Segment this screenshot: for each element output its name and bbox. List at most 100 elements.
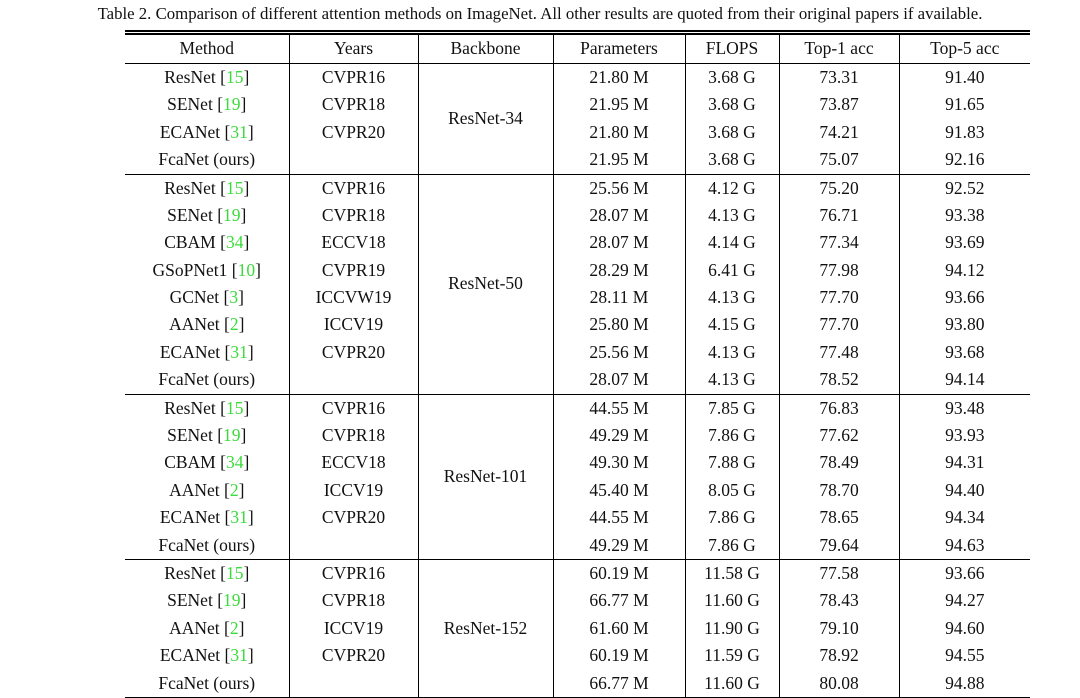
top1-acc-cell: 77.48 bbox=[778, 338, 899, 367]
top5-acc-cell: 93.93 bbox=[898, 422, 1030, 450]
years-cell: CVPR20 bbox=[288, 338, 418, 367]
header-row: Method Years Backbone Parameters FLOPS T… bbox=[125, 35, 1030, 64]
method-cell: ResNet [15] bbox=[125, 393, 289, 423]
table-row: ECANet [31] CVPR20 60.19 M 11.59 G 78.92 94.5… bbox=[125, 642, 1030, 670]
parameters-cell: 61.60 M bbox=[552, 614, 685, 643]
method-cell: CBAM [34] bbox=[164, 232, 250, 253]
years-cell: CVPR16 bbox=[288, 559, 418, 588]
table-row: AANet [2] ICCV19 45.40 M 8.05 G 78.70 94.40 bbox=[125, 476, 1030, 505]
top1-acc-cell: 75.07 bbox=[778, 146, 899, 175]
flops-cell: 4.13 G bbox=[684, 338, 779, 367]
top1-acc-cell: 77.98 bbox=[778, 256, 899, 285]
method-name: ECANet bbox=[159, 645, 221, 666]
method-cell: AANet [2] bbox=[169, 479, 245, 500]
method-name: CBAM bbox=[164, 452, 216, 473]
table-row: ECANet [31] CVPR20 21.80 M 3.68 G 74.21 91.83 bbox=[125, 118, 1030, 147]
method-cell: ECANet [31] bbox=[159, 645, 254, 666]
flops-cell: 7.86 G bbox=[684, 422, 779, 450]
years-cell: CVPR16 bbox=[288, 393, 418, 423]
flops-cell: 11.58 G bbox=[684, 559, 779, 588]
top1-acc-cell: 76.83 bbox=[778, 393, 899, 423]
citation-number: 34 bbox=[225, 232, 244, 253]
method-name: ResNet bbox=[164, 177, 216, 198]
top1-acc-cell: 74.21 bbox=[778, 118, 899, 147]
method-cell: FcaNet (ours) bbox=[125, 532, 289, 560]
parameters-cell: 66.77 M bbox=[552, 669, 685, 697]
years-cell: CVPR16 bbox=[288, 173, 418, 202]
backbone-cell: ResNet-50 bbox=[417, 173, 553, 395]
method-name: SENet bbox=[167, 94, 213, 115]
top5-acc-cell: 93.69 bbox=[898, 229, 1030, 257]
flops-cell: 3.68 G bbox=[684, 146, 779, 175]
header-flops: FLOPS bbox=[684, 35, 779, 64]
top5-acc-cell: 94.27 bbox=[898, 587, 1030, 615]
method-cell: GCNet [3] bbox=[169, 287, 244, 308]
method-name: ECANet bbox=[159, 507, 221, 528]
backbone-cell: ResNet-152 bbox=[417, 559, 553, 697]
flops-cell: 4.13 G bbox=[684, 366, 779, 395]
method-name: ResNet bbox=[164, 66, 216, 87]
method-cell: GSoPNet1 [10] bbox=[152, 259, 261, 280]
comparison-table-container: Method Years Backbone Parameters FLOPS T… bbox=[125, 30, 1030, 698]
method-cell: ResNet [15] bbox=[125, 173, 289, 202]
parameters-cell: 49.29 M bbox=[552, 422, 685, 450]
method-name: AANet bbox=[169, 617, 220, 638]
method-name: FcaNet (ours) bbox=[158, 149, 256, 170]
top5-acc-cell: 93.68 bbox=[898, 338, 1030, 367]
years-cell bbox=[288, 531, 418, 560]
parameters-cell: 49.30 M bbox=[552, 449, 685, 477]
top1-acc-cell: 78.65 bbox=[778, 504, 899, 532]
top5-acc-cell: 93.66 bbox=[898, 559, 1030, 588]
citation-number: 31 bbox=[230, 121, 248, 142]
method-name: FcaNet (ours) bbox=[158, 534, 256, 555]
header-method: Method bbox=[125, 35, 289, 64]
table-row: GSoPNet1 [10] CVPR19 28.29 M 6.41 G 77.98 94.… bbox=[125, 256, 1030, 285]
citation-number: 15 bbox=[225, 562, 244, 583]
citation-number: 2 bbox=[229, 314, 239, 335]
top1-acc-cell: 77.34 bbox=[778, 229, 899, 257]
backbone-cell: ResNet-34 bbox=[417, 63, 553, 175]
top5-acc-cell: 91.83 bbox=[898, 118, 1030, 147]
citation-number: 31 bbox=[230, 341, 248, 362]
top5-acc-cell: 94.12 bbox=[898, 256, 1030, 285]
method-name: AANet bbox=[169, 314, 220, 335]
top5-acc-cell: 91.40 bbox=[898, 63, 1030, 92]
method-name: ResNet bbox=[164, 397, 216, 418]
method-name: SENet bbox=[167, 590, 213, 611]
method-name: GSoPNet1 bbox=[152, 259, 228, 280]
top5-acc-cell: 93.38 bbox=[898, 201, 1030, 230]
method-name: ResNet bbox=[164, 562, 216, 583]
parameters-cell: 21.95 M bbox=[552, 91, 685, 119]
top1-acc-cell: 78.43 bbox=[778, 587, 899, 615]
parameters-cell: 28.29 M bbox=[552, 256, 685, 285]
flops-cell: 6.41 G bbox=[684, 256, 779, 285]
method-cell: ECANet [31] bbox=[159, 341, 254, 362]
flops-cell: 4.15 G bbox=[684, 311, 779, 339]
top1-acc-cell: 80.08 bbox=[778, 669, 899, 697]
table-row: CBAM [34] ECCV18 28.07 M 4.14 G 77.34 93.69 bbox=[125, 229, 1030, 257]
parameters-cell: 28.07 M bbox=[552, 229, 685, 257]
parameters-cell: 21.80 M bbox=[552, 118, 685, 147]
top1-acc-cell: 76.71 bbox=[778, 201, 899, 230]
table-row: AANet [2] ICCV19 61.60 M 11.90 G 79.10 94.60 bbox=[125, 614, 1030, 643]
table-row: ECANet [31] CVPR20 44.55 M 7.86 G 78.65 94.34 bbox=[125, 504, 1030, 532]
years-cell: CVPR19 bbox=[288, 256, 418, 285]
method-cell: ECANet [31] bbox=[159, 121, 254, 142]
table-row: ECANet [31] CVPR20 25.56 M 4.13 G 77.48 93.68 bbox=[125, 338, 1030, 367]
years-cell bbox=[288, 366, 418, 395]
table-row: AANet [2] ICCV19 25.80 M 4.15 G 77.70 93.80 bbox=[125, 311, 1030, 339]
method-name: AANet bbox=[169, 479, 220, 500]
top5-acc-cell: 94.88 bbox=[898, 669, 1030, 697]
top5-acc-cell: 91.65 bbox=[898, 91, 1030, 119]
top1-acc-cell: 75.20 bbox=[778, 173, 899, 202]
table-row: SENet [19] CVPR18 49.29 M 7.86 G 77.62 93.93 bbox=[125, 422, 1030, 450]
comparison-table: Method Years Backbone Parameters FLOPS T… bbox=[125, 35, 1030, 697]
method-cell: SENet [19] bbox=[167, 94, 247, 115]
backbone-cell: ResNet-101 bbox=[417, 393, 553, 560]
method-cell: SENet [19] bbox=[167, 425, 247, 446]
parameters-cell: 25.56 M bbox=[552, 173, 685, 202]
method-name: FcaNet (ours) bbox=[158, 369, 256, 390]
method-name: SENet bbox=[167, 204, 213, 225]
citation-number: 2 bbox=[229, 617, 239, 638]
